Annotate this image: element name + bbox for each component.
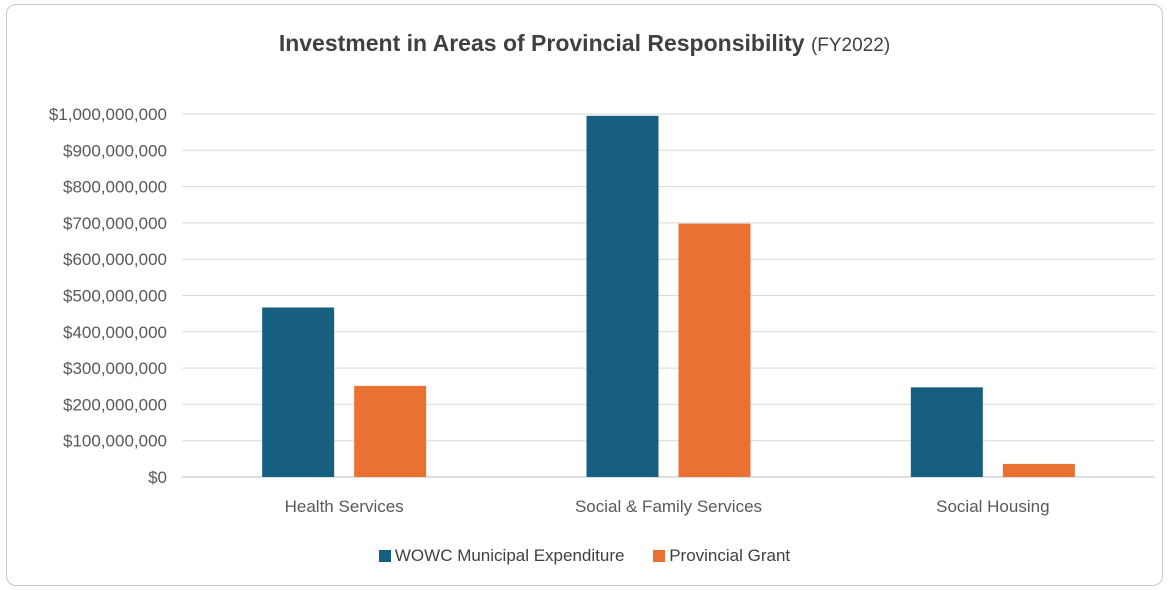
y-tick-label: $500,000,000 bbox=[63, 287, 167, 306]
y-tick-label: $800,000,000 bbox=[63, 178, 167, 197]
y-tick-label: $400,000,000 bbox=[63, 323, 167, 342]
y-tick-label: $600,000,000 bbox=[63, 250, 167, 269]
y-tick-label: $900,000,000 bbox=[63, 141, 167, 160]
chart-title-main: Investment in Areas of Provincial Respon… bbox=[278, 30, 805, 56]
y-tick-label: $300,000,000 bbox=[63, 359, 167, 378]
x-tick-label: Social & Family Services bbox=[575, 497, 762, 516]
legend-label-series-1: WOWC Municipal Expenditure bbox=[394, 546, 625, 565]
bar bbox=[910, 387, 983, 477]
x-tick-label: Social Housing bbox=[936, 497, 1049, 516]
legend: WOWC Municipal Expenditure Provincial Gr… bbox=[0, 546, 1169, 566]
bar bbox=[262, 307, 335, 477]
bar bbox=[586, 115, 659, 477]
legend-item-series-2: Provincial Grant bbox=[653, 546, 790, 566]
legend-swatch-series-1 bbox=[378, 550, 391, 562]
bar bbox=[1002, 463, 1075, 477]
chart-title-suffix: (FY2022) bbox=[810, 35, 891, 56]
bar bbox=[354, 385, 427, 477]
legend-label-series-2: Provincial Grant bbox=[669, 546, 791, 565]
legend-swatch-series-2 bbox=[653, 550, 666, 562]
y-tick-label: $700,000,000 bbox=[63, 214, 167, 233]
y-tick-label: $1,000,000,000 bbox=[49, 105, 167, 124]
chart-title: Investment in Areas of Provincial Respon… bbox=[0, 30, 1169, 57]
y-tick-label: $200,000,000 bbox=[63, 395, 167, 414]
y-tick-label: $100,000,000 bbox=[63, 432, 167, 451]
bar bbox=[678, 223, 751, 477]
x-tick-label: Health Services bbox=[285, 497, 404, 516]
y-tick-label: $0 bbox=[148, 468, 167, 487]
legend-item-series-1: WOWC Municipal Expenditure bbox=[378, 546, 625, 566]
